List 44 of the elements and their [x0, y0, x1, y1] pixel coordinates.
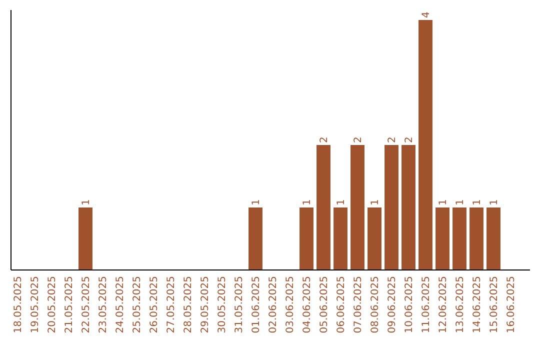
x-tick-label: 26.05.2025: [149, 276, 160, 334]
x-tick-label: 20.05.2025: [47, 276, 58, 334]
data-label: 1: [489, 199, 500, 206]
x-tick-label: 08.06.2025: [370, 276, 381, 334]
x-tick-label: 14.06.2025: [472, 276, 483, 334]
x-tick-label: 29.05.2025: [200, 276, 211, 334]
x-tick-label: 23.05.2025: [98, 276, 109, 334]
x-tick-label: 28.05.2025: [183, 276, 194, 334]
x-tick-label: 30.05.2025: [217, 276, 228, 334]
data-label: 1: [81, 199, 92, 206]
x-tick-label: 10.06.2025: [404, 276, 415, 334]
x-tick-label: 24.05.2025: [115, 276, 126, 334]
data-label: 1: [336, 199, 347, 206]
x-tick-label: 16.06.2025: [506, 276, 517, 334]
x-tick-label: 09.06.2025: [387, 276, 398, 334]
x-tick-label: 19.05.2025: [30, 276, 41, 334]
data-label: 2: [319, 136, 330, 143]
data-label: 2: [387, 136, 398, 143]
x-tick-label: 25.05.2025: [132, 276, 143, 334]
x-tick-label: 02.06.2025: [268, 276, 279, 334]
data-label: 2: [353, 136, 364, 143]
data-label: 1: [302, 199, 313, 206]
data-label: 1: [472, 199, 483, 206]
x-tick-label: 31.05.2025: [234, 276, 245, 334]
data-label: 1: [251, 199, 262, 206]
x-tick-label: 12.06.2025: [438, 276, 449, 334]
data-label: 1: [455, 199, 466, 206]
x-tick-label: 15.06.2025: [489, 276, 500, 334]
x-tick-label: 05.06.2025: [319, 276, 330, 334]
data-label: 4: [421, 12, 432, 18]
x-tick-label: 27.05.2025: [166, 276, 177, 334]
x-tick-label: 21.05.2025: [64, 276, 75, 334]
data-label: 1: [370, 199, 381, 206]
x-tick-label: 18.05.2025: [13, 276, 24, 334]
x-tick-label: 06.06.2025: [336, 276, 347, 334]
x-tick-label: 11.06.2025: [421, 276, 432, 334]
x-tick-label: 22.05.2025: [81, 276, 92, 334]
x-tick-label: 04.06.2025: [302, 276, 313, 334]
x-tick-label: 13.06.2025: [455, 276, 466, 334]
data-label: 2: [404, 136, 415, 143]
x-tick-label: 07.06.2025: [353, 276, 364, 334]
x-tick-label: 03.06.2025: [285, 276, 296, 334]
data-label: 1: [438, 199, 449, 206]
x-tick-label: 01.06.2025: [251, 276, 262, 334]
